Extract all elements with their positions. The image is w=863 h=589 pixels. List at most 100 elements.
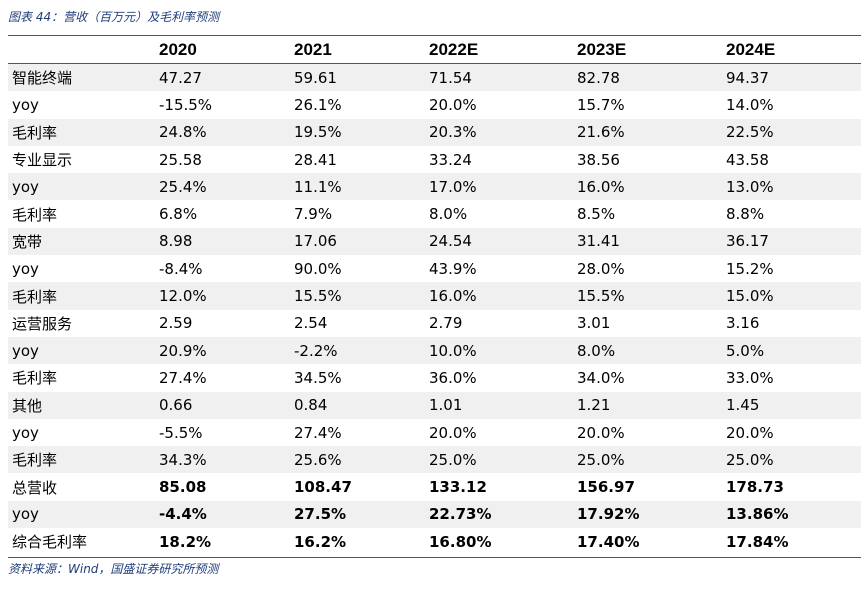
- value-cell: 15.2%: [726, 259, 774, 278]
- value-cell: 178.73: [726, 478, 784, 497]
- value-cell: 13.0%: [722, 173, 861, 201]
- table-row: yoy -5.5% 27.4% 20.0% 20.0% 20.0%: [8, 419, 861, 446]
- value-cell: 2.59: [159, 314, 193, 333]
- row-label-cell: 运营服务: [12, 314, 73, 333]
- value-cell: 25.0%: [722, 446, 861, 474]
- table-row: 其他 0.66 0.84 1.01 1.21 1.45: [8, 391, 861, 419]
- value-cell: 20.0%: [429, 423, 477, 442]
- value-cell: 8.8%: [726, 205, 765, 224]
- bottom-rule: [8, 557, 861, 558]
- value-cell: 34.0%: [577, 368, 625, 387]
- value-cell: 3.16: [726, 314, 760, 333]
- header-cell-2020: 2020: [155, 36, 290, 64]
- value-cell: 14.0%: [726, 95, 774, 114]
- value-cell: 43.58: [726, 150, 769, 169]
- value-cell: 16.0%: [425, 282, 573, 310]
- value-cell: 25.0%: [573, 446, 722, 474]
- table-row: 运营服务 2.59 2.54 2.79 3.01 3.16: [8, 310, 861, 337]
- value-cell: 20.0%: [577, 423, 625, 442]
- value-cell: 16.2%: [294, 532, 347, 551]
- header-cell-2021: 2021: [290, 36, 425, 64]
- row-label-cell: 毛利率: [8, 446, 155, 474]
- value-cell: 24.54: [425, 227, 573, 256]
- value-cell: 82.78: [573, 63, 722, 92]
- header-cell-2023e: 2023E: [573, 36, 722, 64]
- header-row: 2020 2021 2022E 2023E 2024E: [8, 36, 861, 64]
- value-cell: 22.73%: [425, 500, 573, 529]
- value-cell: 31.41: [573, 227, 722, 256]
- value-cell: -15.5%: [159, 95, 213, 114]
- row-label-cell: 毛利率: [12, 205, 58, 224]
- value-cell: 17.06: [290, 227, 425, 256]
- value-cell: 6.8%: [159, 205, 198, 224]
- value-cell: 33.24: [429, 150, 472, 169]
- value-cell: 36.0%: [429, 368, 477, 387]
- value-cell: 47.27: [155, 63, 290, 92]
- value-cell: 17.40%: [577, 532, 640, 551]
- value-cell: 25.0%: [425, 446, 573, 474]
- table-row: 智能终端 47.27 59.61 71.54 82.78 94.37: [8, 63, 861, 92]
- value-cell: 33.0%: [726, 368, 774, 387]
- value-cell: 13.86%: [722, 500, 861, 529]
- value-cell: 18.2%: [159, 532, 212, 551]
- value-cell: 34.3%: [155, 446, 290, 474]
- value-cell: 8.0%: [573, 336, 722, 365]
- value-cell: 2.54: [294, 314, 328, 333]
- value-cell: 8.5%: [577, 205, 616, 224]
- value-cell: 15.7%: [577, 95, 625, 114]
- row-label-cell: 毛利率: [8, 282, 155, 310]
- table-row: 毛利率 6.8% 7.9% 8.0% 8.5% 8.8%: [8, 200, 861, 227]
- header-cell-2022e: 2022E: [425, 36, 573, 64]
- table-row: yoy -8.4% 90.0% 43.9% 28.0% 15.2%: [8, 255, 861, 282]
- value-cell: 22.5%: [722, 118, 861, 146]
- value-cell: -2.2%: [290, 336, 425, 365]
- value-cell: -5.5%: [159, 423, 203, 442]
- row-label-cell: 毛利率: [8, 118, 155, 146]
- header-cell-2024e: 2024E: [722, 36, 861, 64]
- table-row: 毛利率 27.4% 34.5% 36.0% 34.0% 33.0%: [8, 364, 861, 391]
- value-cell: 85.08: [159, 478, 207, 497]
- value-cell: 15.0%: [722, 282, 861, 310]
- value-cell: 11.1%: [290, 173, 425, 201]
- row-label-cell: yoy: [8, 173, 155, 201]
- value-cell: 26.1%: [294, 95, 342, 114]
- table-row: yoy -15.5% 26.1% 20.0% 15.7% 14.0%: [8, 91, 861, 118]
- value-cell: 94.37: [722, 63, 861, 92]
- table-row: 宽带 8.98 17.06 24.54 31.41 36.17: [8, 227, 861, 256]
- value-cell: 0.84: [290, 391, 425, 419]
- value-cell: 59.61: [290, 63, 425, 92]
- value-cell: 133.12: [429, 478, 487, 497]
- value-cell: 19.5%: [290, 118, 425, 146]
- table-row: yoy 25.4% 11.1% 17.0% 16.0% 13.0%: [8, 173, 861, 201]
- value-cell: 27.4%: [159, 368, 207, 387]
- value-cell: 20.0%: [429, 95, 477, 114]
- header-cell-label: [8, 36, 155, 64]
- value-cell: -4.4%: [155, 500, 290, 529]
- value-cell: 27.5%: [290, 500, 425, 529]
- value-cell: 34.5%: [294, 368, 342, 387]
- table-row: 专业显示 25.58 28.41 33.24 38.56 43.58: [8, 146, 861, 173]
- figure-caption: 图表 44：营收（百万元）及毛利率预测: [8, 10, 220, 24]
- value-cell: 25.58: [159, 150, 202, 169]
- value-cell: 21.6%: [573, 118, 722, 146]
- value-cell: 108.47: [294, 478, 352, 497]
- value-cell: 1.01: [425, 391, 573, 419]
- value-cell: 20.3%: [425, 118, 573, 146]
- table-row: yoy 20.9% -2.2% 10.0% 8.0% 5.0%: [8, 336, 861, 365]
- row-label-cell: 专业显示: [12, 151, 73, 170]
- value-cell: 71.54: [425, 63, 573, 92]
- value-cell: 10.0%: [425, 336, 573, 365]
- value-cell: 90.0%: [294, 259, 342, 278]
- value-cell: 7.9%: [294, 205, 333, 224]
- value-cell: 17.92%: [573, 500, 722, 529]
- value-cell: 16.80%: [429, 532, 492, 551]
- revenue-margin-table: 2020 2021 2022E 2023E 2024E 智能终端 47.27 59.…: [8, 36, 861, 555]
- value-cell: 8.0%: [429, 205, 468, 224]
- table-row: 毛利率 34.3% 25.6% 25.0% 25.0% 25.0%: [8, 446, 861, 474]
- value-cell: 0.66: [155, 391, 290, 419]
- value-cell: 25.4%: [155, 173, 290, 201]
- value-cell: 43.9%: [429, 259, 477, 278]
- value-cell: 38.56: [577, 150, 620, 169]
- row-label-cell: 宽带: [8, 227, 155, 256]
- value-cell: 16.0%: [573, 173, 722, 201]
